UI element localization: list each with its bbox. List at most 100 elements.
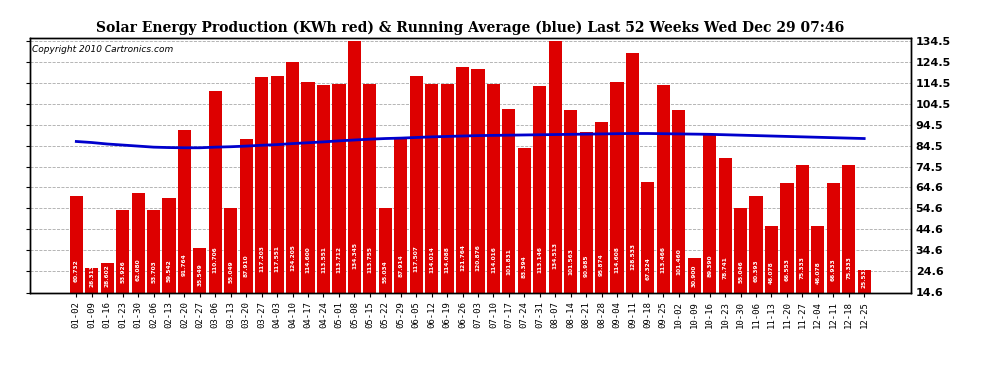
- Text: 117.203: 117.203: [259, 245, 264, 272]
- Bar: [734, 207, 747, 292]
- Bar: [456, 68, 469, 292]
- Text: 89.390: 89.390: [707, 254, 712, 277]
- Text: 53.703: 53.703: [151, 260, 156, 283]
- Bar: [811, 226, 825, 292]
- Bar: [642, 182, 654, 292]
- Bar: [69, 196, 83, 292]
- Bar: [703, 135, 717, 292]
- Text: 90.985: 90.985: [584, 254, 589, 276]
- Bar: [270, 76, 284, 292]
- Bar: [688, 258, 701, 292]
- Text: 113.755: 113.755: [367, 246, 372, 273]
- Bar: [487, 84, 500, 292]
- Bar: [178, 130, 191, 292]
- Text: 121.764: 121.764: [460, 244, 465, 272]
- Bar: [101, 263, 114, 292]
- Text: 91.764: 91.764: [182, 254, 187, 276]
- Text: 113.146: 113.146: [538, 246, 543, 273]
- Text: 60.732: 60.732: [74, 259, 79, 282]
- Bar: [116, 210, 130, 292]
- Bar: [579, 132, 593, 292]
- Text: 114.014: 114.014: [429, 246, 435, 273]
- Text: 62.080: 62.080: [136, 259, 141, 281]
- Bar: [564, 110, 577, 292]
- Title: Solar Energy Production (KWh red) & Running Average (blue) Last 52 Weeks Wed Dec: Solar Energy Production (KWh red) & Runn…: [96, 21, 844, 35]
- Bar: [132, 193, 145, 292]
- Text: 66.553: 66.553: [784, 258, 789, 280]
- Text: 46.078: 46.078: [816, 261, 821, 284]
- Text: 101.831: 101.831: [506, 248, 512, 275]
- Bar: [286, 62, 299, 292]
- Bar: [317, 85, 330, 292]
- Bar: [147, 210, 160, 292]
- Text: 66.933: 66.933: [831, 258, 836, 280]
- Bar: [379, 208, 392, 292]
- Bar: [548, 40, 561, 292]
- Text: 120.876: 120.876: [475, 244, 480, 272]
- Bar: [842, 165, 855, 292]
- Bar: [425, 84, 439, 292]
- Text: 46.078: 46.078: [769, 261, 774, 284]
- Bar: [441, 84, 453, 292]
- Text: 59.542: 59.542: [166, 259, 171, 282]
- Text: 75.333: 75.333: [846, 256, 851, 279]
- Bar: [749, 196, 762, 292]
- Bar: [333, 84, 346, 292]
- Text: 67.324: 67.324: [645, 258, 650, 280]
- Bar: [827, 183, 840, 292]
- Text: 55.046: 55.046: [739, 260, 743, 282]
- Bar: [302, 82, 315, 292]
- Bar: [719, 158, 732, 292]
- Bar: [471, 69, 484, 292]
- Bar: [780, 183, 794, 292]
- Text: 95.874: 95.874: [599, 253, 604, 276]
- Bar: [410, 76, 423, 292]
- Bar: [224, 207, 238, 292]
- Text: 110.706: 110.706: [213, 246, 218, 273]
- Text: 114.600: 114.600: [306, 246, 311, 273]
- Text: 113.466: 113.466: [661, 246, 666, 273]
- Bar: [611, 82, 624, 292]
- Text: 128.533: 128.533: [630, 243, 635, 270]
- Bar: [394, 138, 407, 292]
- Text: 114.608: 114.608: [615, 246, 620, 273]
- Bar: [240, 138, 252, 292]
- Bar: [255, 77, 268, 292]
- Text: 53.926: 53.926: [120, 260, 125, 283]
- Bar: [518, 148, 531, 292]
- Text: 78.741: 78.741: [723, 256, 728, 279]
- Text: 134.345: 134.345: [351, 242, 356, 269]
- Bar: [595, 122, 608, 292]
- Text: 30.900: 30.900: [692, 264, 697, 286]
- Bar: [162, 198, 175, 292]
- Text: Copyright 2010 Cartronics.com: Copyright 2010 Cartronics.com: [33, 45, 173, 54]
- Bar: [85, 268, 98, 292]
- Text: 60.393: 60.393: [753, 259, 758, 282]
- Bar: [796, 165, 809, 292]
- Text: 87.914: 87.914: [398, 254, 403, 277]
- Bar: [857, 270, 871, 292]
- Text: 117.507: 117.507: [414, 245, 419, 272]
- Text: 117.551: 117.551: [274, 245, 279, 272]
- Bar: [347, 41, 361, 292]
- Bar: [656, 85, 670, 292]
- Bar: [209, 91, 222, 292]
- Text: 75.333: 75.333: [800, 256, 805, 279]
- Text: 35.549: 35.549: [197, 263, 202, 286]
- Text: 134.513: 134.513: [552, 242, 557, 269]
- Bar: [672, 110, 685, 292]
- Text: 101.563: 101.563: [568, 248, 573, 275]
- Bar: [193, 249, 207, 292]
- Text: 114.088: 114.088: [445, 246, 449, 273]
- Bar: [626, 53, 639, 292]
- Text: 113.551: 113.551: [321, 246, 326, 273]
- Text: 101.460: 101.460: [676, 248, 681, 275]
- Bar: [363, 84, 376, 292]
- Bar: [502, 109, 516, 292]
- Text: 113.712: 113.712: [337, 246, 342, 273]
- Text: 114.016: 114.016: [491, 246, 496, 273]
- Text: 55.049: 55.049: [229, 260, 234, 282]
- Text: 28.602: 28.602: [105, 264, 110, 287]
- Text: 124.205: 124.205: [290, 244, 295, 271]
- Text: 87.910: 87.910: [244, 254, 248, 277]
